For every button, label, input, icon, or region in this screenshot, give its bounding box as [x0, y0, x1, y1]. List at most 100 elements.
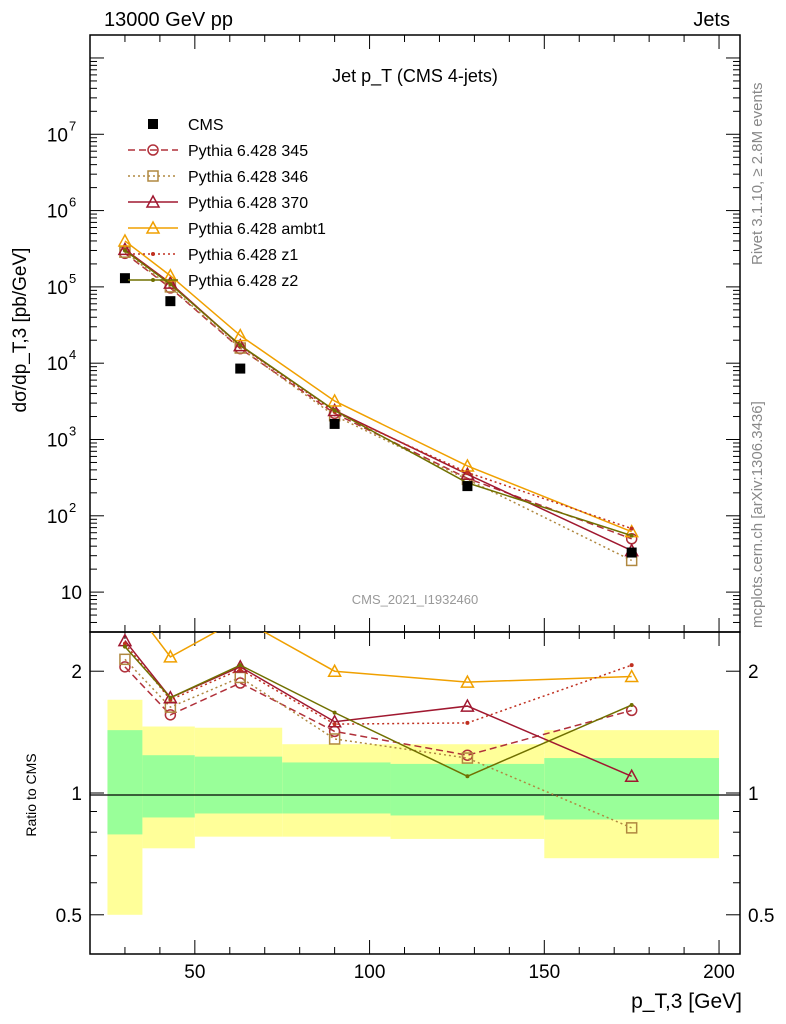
- data-point: [462, 481, 473, 492]
- legend-label: Pythia 6.428 z1: [188, 247, 298, 264]
- x-tick-label: 150: [528, 962, 560, 983]
- x-tick-label: 200: [703, 962, 735, 983]
- ratio-point-3: [624, 668, 639, 683]
- data-point: [626, 547, 637, 558]
- series-line-4: [124, 249, 632, 530]
- series-point-3: [117, 233, 133, 247]
- y-tick-label: 10 6: [47, 195, 76, 223]
- legend-entry: Pythia 6.428 345: [128, 143, 308, 160]
- ratio-uncertainty-bands: [107, 699, 720, 915]
- ratio-series: [117, 612, 639, 834]
- x-tick-label: 100: [354, 962, 386, 983]
- ratio-point-3: [460, 674, 475, 688]
- header-right: Jets: [693, 9, 730, 31]
- series-point-4: [465, 470, 470, 475]
- legend-marker: [147, 144, 159, 156]
- data-point: [119, 273, 130, 284]
- inner-band-segment: [194, 756, 283, 814]
- ratio-point-5: [332, 710, 337, 715]
- ratio-point-1: [328, 733, 341, 745]
- ratio-line-5: [124, 646, 632, 778]
- legend-label: Pythia 6.428 370: [188, 195, 308, 212]
- series-point-5: [168, 282, 173, 287]
- ratio-tick-label-left: 1: [71, 784, 82, 805]
- legend-label: Pythia 6.428 z2: [188, 273, 298, 290]
- series-point-5: [332, 408, 337, 413]
- ratio-point-4: [332, 722, 337, 727]
- svg-text:3: 3: [69, 423, 76, 438]
- svg-text:10: 10: [47, 354, 68, 375]
- ratio-point-3: [234, 612, 246, 623]
- legend-marker: [151, 278, 155, 282]
- side-label-rivet: Rivet 3.1.10, ≥ 2.8M events: [749, 83, 766, 266]
- legend: CMS Pythia 6.428 345 Pythia 6.428 346 Pythi…: [128, 117, 326, 290]
- legend-entry: Pythia 6.428 370: [128, 194, 308, 212]
- series-point-2: [460, 466, 475, 481]
- ratio-point-1: [625, 822, 638, 834]
- legend-marker: [151, 252, 155, 256]
- ratio-point-5: [168, 695, 173, 700]
- ratio-line-3: [150, 632, 632, 683]
- svg-text:10: 10: [47, 278, 68, 299]
- y-tick-label: 10 4: [47, 347, 76, 375]
- data-point: [165, 296, 176, 307]
- legend-entry: Pythia 6.428 ambt1: [128, 220, 326, 238]
- ratio-point-2: [327, 714, 342, 728]
- series-line-3: [124, 240, 632, 533]
- legend-label: CMS: [188, 117, 224, 134]
- y-tick-label: 10 3: [47, 423, 76, 451]
- series-line-0: [124, 252, 632, 540]
- svg-text:10: 10: [47, 430, 68, 451]
- series-point-3: [233, 328, 248, 342]
- legend-marker: [148, 119, 158, 129]
- ratio-point-2: [163, 690, 178, 704]
- series-point-2: [233, 338, 248, 352]
- ratio-tick-label-left: 2: [71, 662, 82, 683]
- ratio-line-0: [124, 666, 632, 756]
- svg-text:4: 4: [69, 347, 76, 362]
- series-line-2: [124, 248, 632, 552]
- y-tick-label: 10 2: [47, 500, 76, 528]
- plot-title-text: Jet p_T (CMS 4-jets): [332, 66, 498, 87]
- ratio-point-4: [629, 663, 634, 668]
- series-point-5: [122, 248, 127, 253]
- ratio-point-1: [461, 752, 474, 764]
- series-point-2: [117, 241, 133, 256]
- legend-marker: [147, 170, 159, 182]
- ratio-point-0: [119, 661, 131, 673]
- series-line-1: [124, 251, 632, 562]
- ratio-point-5: [238, 663, 243, 668]
- series-point-5: [238, 343, 243, 348]
- y-tick-label: 10 5: [47, 271, 76, 299]
- analysis-id: CMS_2021_I1932460: [352, 592, 479, 607]
- legend-entry: CMS: [148, 117, 224, 134]
- ratio-point-4: [465, 720, 470, 725]
- y-tick-label: 10 7: [47, 118, 76, 146]
- series-point-5: [629, 533, 634, 538]
- ratio-point-5: [629, 703, 634, 708]
- svg-text:10: 10: [47, 202, 68, 223]
- header-left: 13000 GeV pp: [104, 9, 233, 31]
- ratio-tick-label-left: 0.5: [56, 906, 82, 927]
- inner-band-segment: [282, 762, 391, 814]
- series-point-4: [629, 526, 634, 531]
- ratio-tick-label-right: 0.5: [748, 906, 774, 927]
- svg-text:10: 10: [47, 507, 68, 528]
- legend-marker: [145, 220, 161, 234]
- svg-text:7: 7: [69, 118, 76, 133]
- x-axis-label: p_T,3 [GeV]: [631, 990, 742, 1013]
- ratio-point-2: [624, 768, 639, 783]
- ratio-tick-label-right: 2: [748, 662, 759, 683]
- legend-label: Pythia 6.428 345: [188, 143, 308, 160]
- ratio-point-5: [122, 644, 127, 649]
- plot-title: Jet p_T (CMS 4-jets): [332, 66, 498, 87]
- ratio-point-3: [327, 663, 342, 677]
- y-axis-label: dσ/dp_T,3 [pb/GeV]: [10, 248, 31, 413]
- y-tick-label: 10: [61, 583, 82, 604]
- series-point-3: [327, 393, 342, 407]
- svg-text:10: 10: [47, 125, 68, 146]
- series-line-5: [124, 249, 632, 537]
- svg-text:5: 5: [69, 271, 76, 286]
